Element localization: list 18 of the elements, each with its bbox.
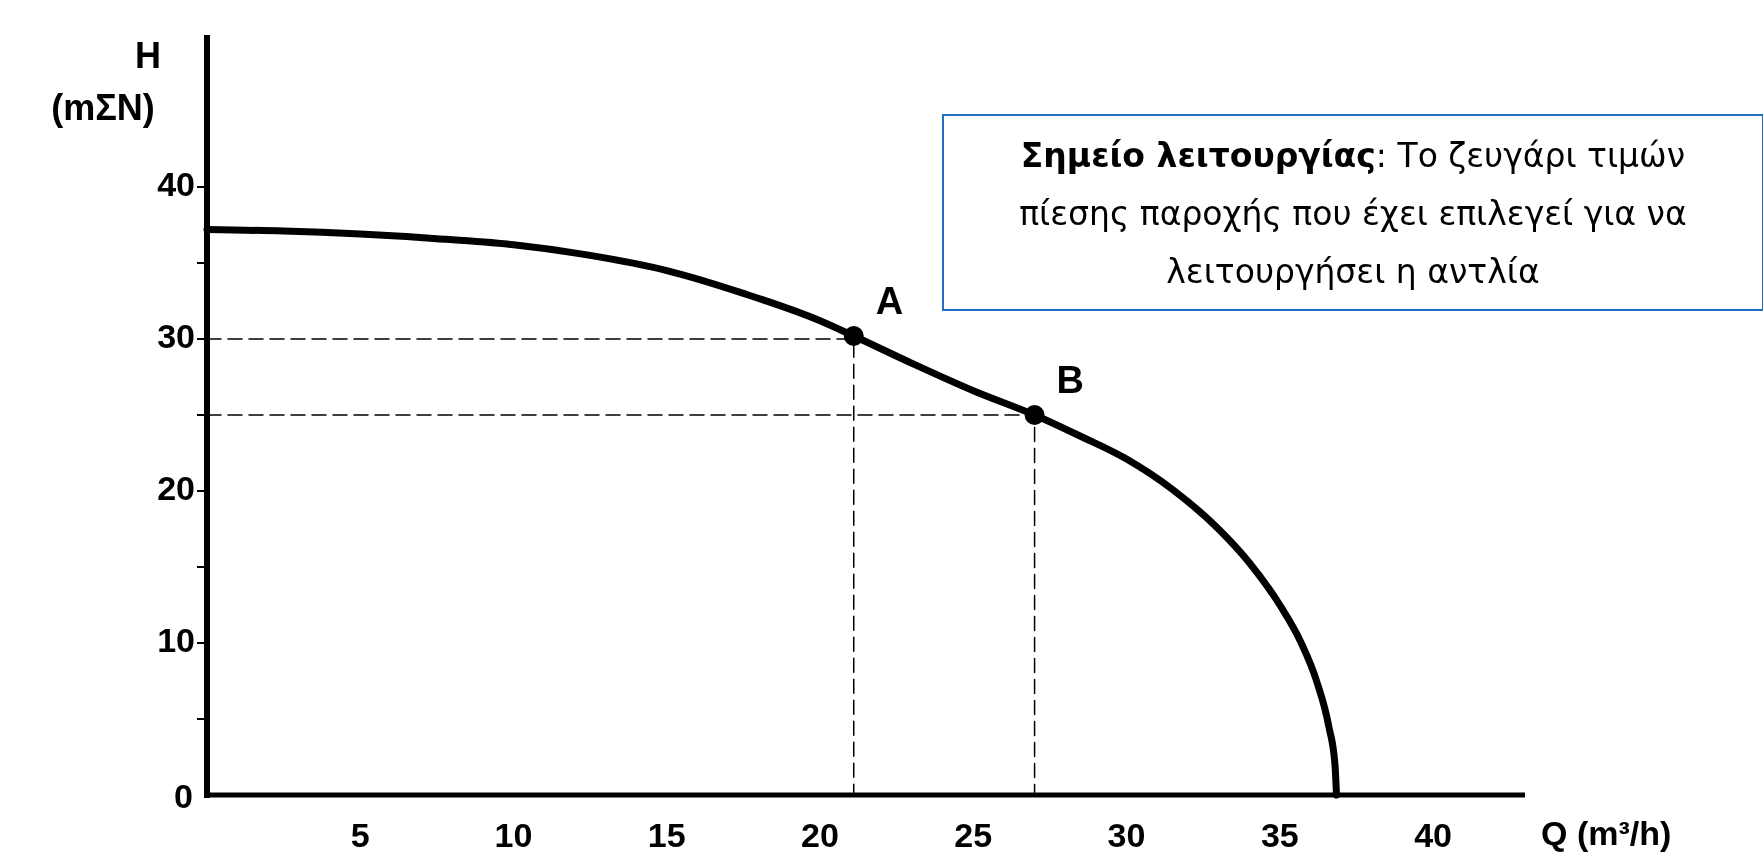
annotation: B (1056, 359, 1085, 401)
y-tick-label: 40 (157, 164, 195, 203)
y-tick-label: 20 (157, 468, 195, 507)
x-tick-label: 30 (1107, 816, 1146, 854)
y-axis-title: H (mΣΝ) (51, 35, 161, 128)
y-tick-label: 30 (157, 316, 195, 355)
y-tick-label: 10 (157, 620, 195, 659)
y-tick-label: 0 (174, 776, 193, 815)
x-tick-label: 40 (1414, 816, 1452, 854)
x-tick-label: 5 (350, 816, 370, 854)
x-axis-title: Q (m³/h) (1541, 814, 1672, 852)
x-tick-label: 25 (954, 816, 993, 854)
x-tick-label: 20 (801, 816, 839, 854)
annotation: A (875, 279, 904, 322)
x-tick-label: 15 (647, 816, 686, 854)
x-tick-label: 35 (1260, 816, 1299, 854)
annotation: Σημείο λειτουργίας: Το ζευγάρι τιμών πίεσης παροχής που έχει επιλεγεί για να λειτουργήσει η αντλία (1019, 136, 1687, 291)
x-tick-label: 10 (494, 816, 533, 854)
